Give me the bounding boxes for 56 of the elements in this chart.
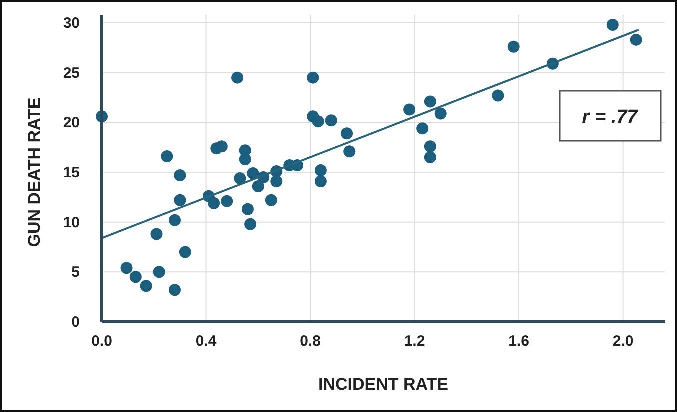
point (270, 175, 283, 188)
x-axis-title: INCIDENT RATE (318, 375, 449, 394)
point (606, 18, 619, 31)
y-tick-label: 0 (72, 314, 80, 331)
point (221, 195, 234, 208)
point (244, 218, 257, 230)
point (434, 108, 447, 120)
y-tick-label: 10 (63, 214, 80, 232)
point (161, 150, 174, 163)
point (242, 203, 254, 216)
point (424, 96, 436, 108)
point (153, 266, 166, 278)
point (314, 164, 327, 177)
point (130, 271, 142, 284)
point (174, 194, 186, 206)
point (630, 34, 642, 46)
y-axis-title: GUN DEATH RATE (25, 98, 44, 248)
annotation: r = .77 (582, 107, 640, 128)
point (234, 172, 246, 184)
point (325, 114, 338, 127)
point (179, 246, 192, 258)
point (341, 128, 354, 140)
point (208, 197, 220, 210)
point (307, 72, 320, 84)
point (424, 152, 436, 164)
point (140, 280, 152, 292)
point (404, 104, 416, 116)
y-tick-label: 30 (63, 15, 80, 32)
point (239, 154, 252, 166)
y-tick-label: 25 (63, 64, 80, 82)
y-tick-label: 15 (63, 164, 80, 182)
x-tick-label: 2.0 (612, 333, 634, 350)
point (120, 262, 133, 274)
point (314, 175, 327, 188)
x-tick-label: 0.8 (300, 333, 321, 350)
x-tick-label: 1.2 (404, 333, 426, 350)
point (174, 169, 186, 182)
point (168, 284, 181, 296)
point (252, 180, 264, 192)
y-tick-label: 5 (72, 264, 80, 282)
point (344, 146, 356, 158)
x-tick-label: 1.6 (508, 333, 530, 350)
point (216, 140, 228, 153)
point (265, 194, 278, 206)
point (247, 167, 260, 180)
x-tick-label: 0.0 (92, 333, 112, 350)
y-tick-label: 20 (63, 114, 80, 132)
point (168, 214, 181, 226)
x-tick-label: 0.4 (196, 333, 218, 350)
point (312, 116, 324, 128)
point (492, 90, 504, 102)
point (150, 228, 163, 240)
point (424, 140, 436, 153)
point (416, 122, 429, 135)
point (232, 72, 244, 84)
point (508, 40, 520, 53)
